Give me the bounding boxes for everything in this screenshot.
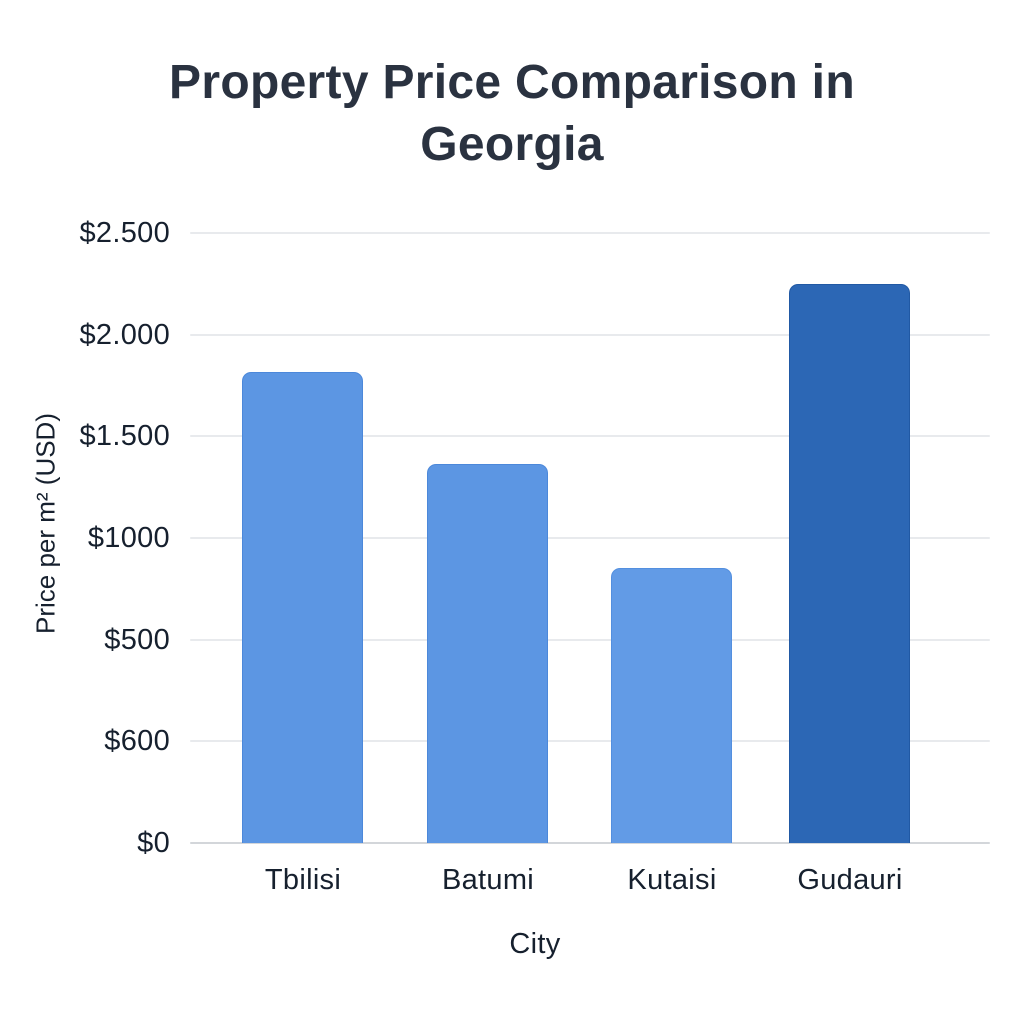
- bar-gudauri: [789, 284, 910, 843]
- gridline: [190, 740, 990, 742]
- y-tick-label: $1.500: [79, 420, 170, 452]
- y-tick-label: $2.500: [79, 217, 170, 249]
- x-tick-label-batumi: Batumi: [441, 864, 535, 896]
- y-tick-label: $0: [137, 827, 170, 859]
- x-axis-title: City: [509, 928, 561, 960]
- bar-kutaisi: [611, 568, 732, 843]
- gridline: [190, 639, 990, 641]
- bar-tbilisi: [242, 372, 363, 843]
- gridline: [190, 435, 990, 437]
- y-tick-label: $500: [104, 624, 170, 656]
- x-tick-label-tbilisi: Tbilisi: [264, 864, 342, 896]
- plot-area: [190, 232, 990, 844]
- chart-title: Property Price Comparison in Georgia: [169, 56, 855, 172]
- x-axis-baseline: [190, 842, 990, 844]
- bar-batumi: [427, 464, 548, 843]
- y-tick-label: $1000: [87, 522, 170, 554]
- y-tick-label: $600: [104, 725, 170, 757]
- x-tick-label-gudauri: Gudauri: [797, 864, 903, 896]
- y-tick-label: $2.000: [79, 319, 170, 351]
- x-tick-label-kutaisi: Kutaisi: [627, 864, 717, 896]
- gridline: [190, 232, 990, 234]
- gridline: [190, 334, 990, 336]
- gridline: [190, 537, 990, 539]
